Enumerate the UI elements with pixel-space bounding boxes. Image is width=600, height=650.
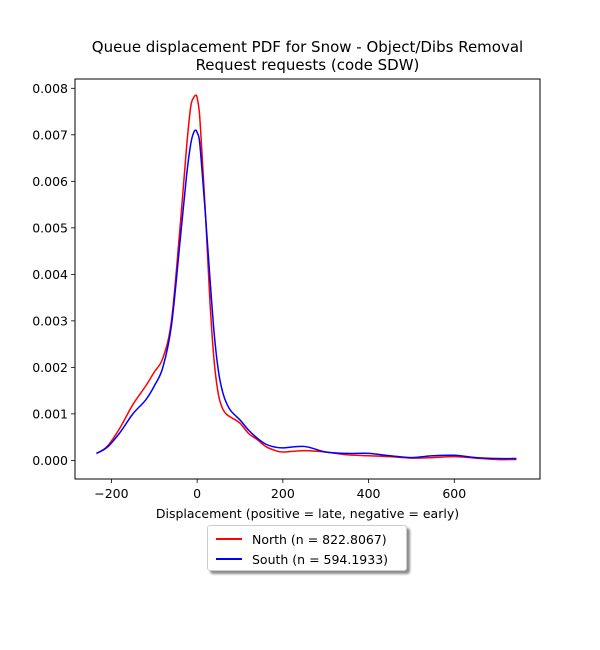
y-tick-label-7: 0.007	[32, 127, 68, 142]
x-tick-label-2: 200	[271, 486, 295, 501]
x-tick-label-4: 600	[442, 486, 466, 501]
chart-legend: North (n = 822.8067) South (n = 594.1933…	[207, 525, 407, 571]
y-tick-label-6: 0.006	[32, 174, 68, 189]
plot-frame	[74, 78, 541, 480]
chart-title-line-1: Queue displacement PDF for Snow - Object…	[91, 38, 524, 56]
legend-swatch-south	[216, 558, 242, 560]
x-tick-label-0: −200	[94, 486, 128, 501]
legend-item-south: South (n = 594.1933)	[216, 549, 388, 569]
y-tick-label-3: 0.003	[32, 313, 68, 328]
x-tick-label-1: 0	[193, 486, 201, 501]
chart-title-line-2: Request requests (code SDW)	[195, 56, 420, 74]
x-axis-label: Displacement (positive = late, negative …	[155, 506, 460, 521]
y-tick-label-4: 0.004	[32, 267, 68, 282]
y-tick-label-2: 0.002	[32, 360, 68, 375]
series-line-1	[96, 129, 517, 460]
y-tick-label-1: 0.001	[32, 406, 68, 421]
x-tick-label-3: 400	[357, 486, 381, 501]
series-line-0	[96, 94, 517, 461]
legend-label-south: South (n = 594.1933)	[252, 551, 389, 567]
y-tick-label-8: 0.008	[32, 81, 68, 96]
y-tick-label-5: 0.005	[32, 220, 68, 235]
legend-label-north: North (n = 822.8067)	[252, 531, 387, 547]
legend-swatch-north	[216, 538, 242, 540]
legend-item-north: North (n = 822.8067)	[216, 529, 387, 549]
y-tick-label-0: 0.000	[32, 453, 68, 468]
